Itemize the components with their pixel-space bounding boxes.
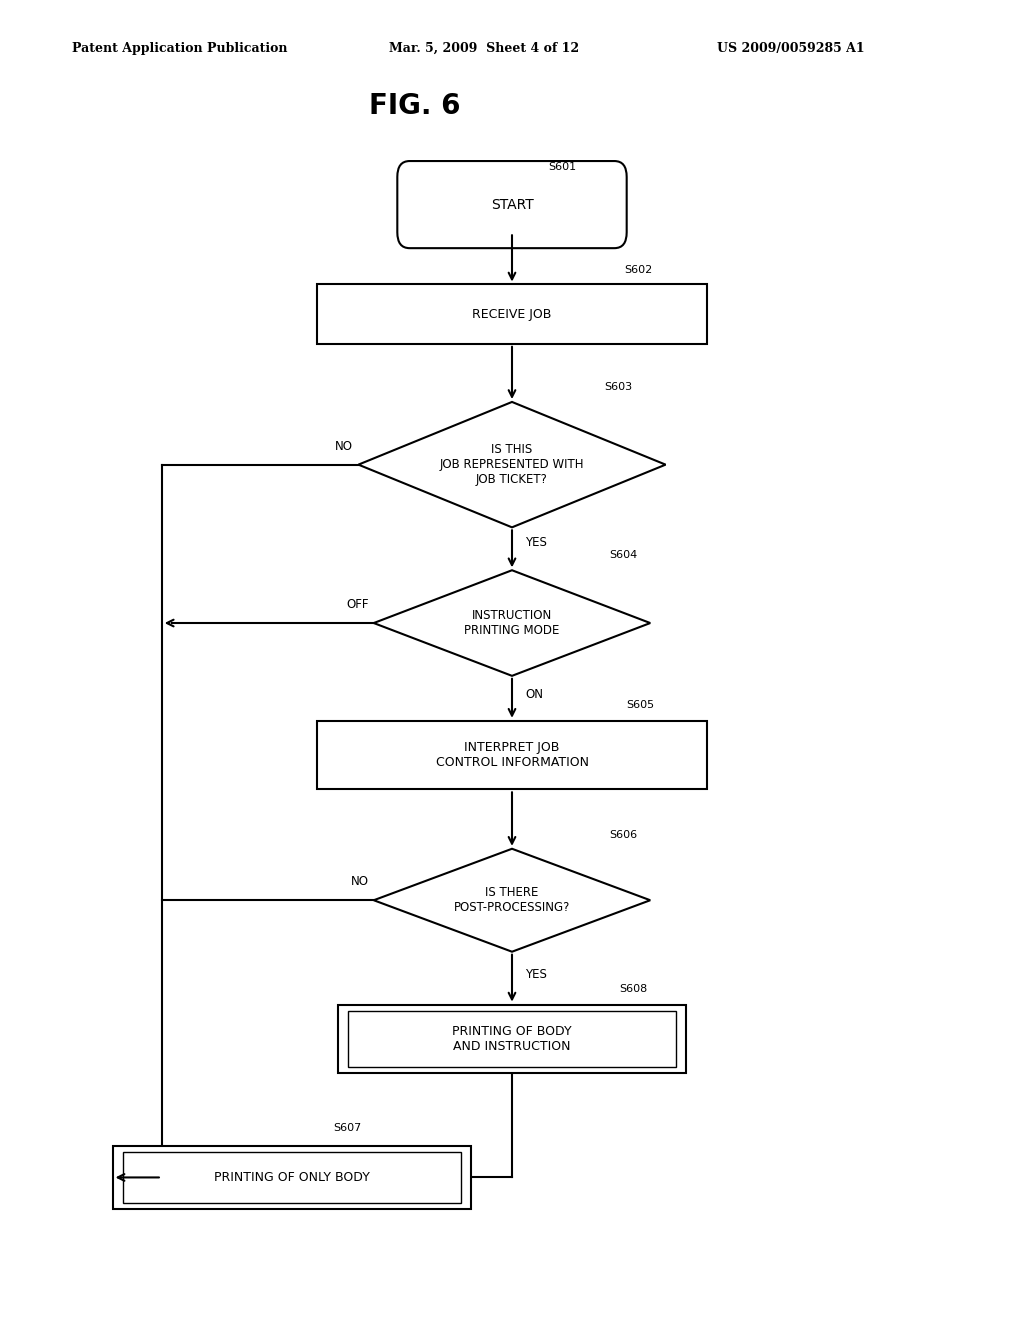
Text: YES: YES [525,968,547,981]
Text: START: START [490,198,534,211]
Text: YES: YES [525,536,547,549]
Text: PRINTING OF ONLY BODY: PRINTING OF ONLY BODY [214,1171,370,1184]
Bar [317,721,707,789]
Text: FIG. 6: FIG. 6 [369,92,460,120]
Text: US 2009/0059285 A1: US 2009/0059285 A1 [717,42,864,55]
Bar [123,1152,461,1203]
Text: S603: S603 [604,381,632,392]
Polygon shape [358,401,666,527]
Text: Patent Application Publication: Patent Application Publication [72,42,287,55]
Text: Mar. 5, 2009  Sheet 4 of 12: Mar. 5, 2009 Sheet 4 of 12 [389,42,580,55]
Text: OFF: OFF [346,598,369,611]
Text: RECEIVE JOB: RECEIVE JOB [472,308,552,321]
Text: NO: NO [350,875,369,888]
Text: S601: S601 [548,161,575,172]
Text: S607: S607 [333,1122,361,1133]
Text: S605: S605 [627,700,654,710]
Text: ON: ON [525,688,544,701]
FancyBboxPatch shape [397,161,627,248]
Bar [113,1146,471,1209]
Text: IS THIS
JOB REPRESENTED WITH
JOB TICKET?: IS THIS JOB REPRESENTED WITH JOB TICKET? [439,444,585,486]
Bar [338,1005,686,1073]
Text: INSTRUCTION
PRINTING MODE: INSTRUCTION PRINTING MODE [464,609,560,638]
Text: S604: S604 [609,549,638,560]
Text: INTERPRET JOB
CONTROL INFORMATION: INTERPRET JOB CONTROL INFORMATION [435,741,589,770]
Text: NO: NO [335,440,353,453]
Text: S606: S606 [609,829,637,840]
Text: PRINTING OF BODY
AND INSTRUCTION: PRINTING OF BODY AND INSTRUCTION [453,1024,571,1053]
Text: IS THERE
POST-PROCESSING?: IS THERE POST-PROCESSING? [454,886,570,915]
Polygon shape [374,849,650,952]
Polygon shape [374,570,650,676]
Bar [348,1011,676,1067]
Bar [317,284,707,343]
Text: S602: S602 [625,264,653,275]
Text: S608: S608 [620,983,648,994]
